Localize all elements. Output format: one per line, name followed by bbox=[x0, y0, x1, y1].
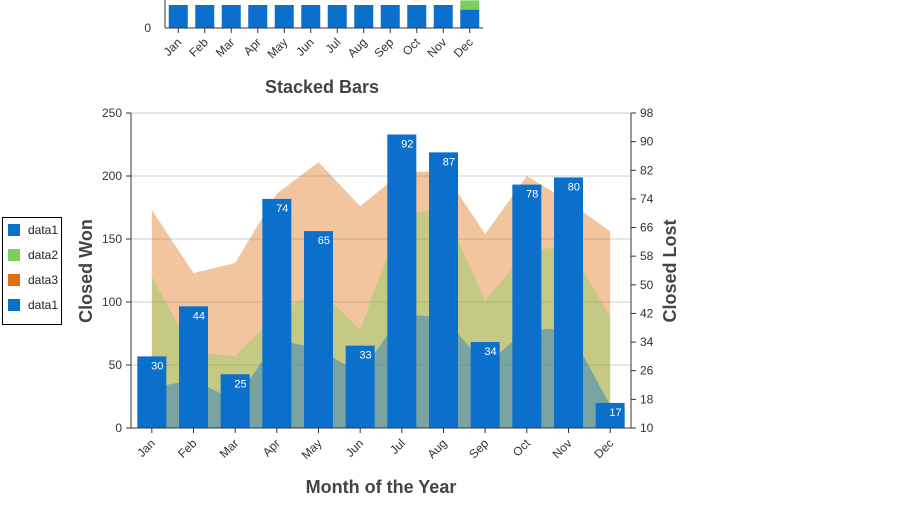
top-chart-bars bbox=[168, 0, 480, 33]
top-x-tick-label: Jan bbox=[161, 35, 185, 59]
y2-tick-label: 74 bbox=[640, 192, 654, 206]
bar-data-label: 25 bbox=[234, 378, 246, 390]
x-tick-label: Jun bbox=[343, 436, 367, 460]
bar-data-label: 87 bbox=[443, 156, 455, 168]
bar-data-label: 74 bbox=[276, 203, 288, 215]
legend-swatch-data1 bbox=[8, 224, 20, 236]
top-x-tick-label: Apr bbox=[241, 35, 264, 58]
bar-series bbox=[137, 134, 625, 428]
bar-may bbox=[304, 231, 333, 428]
x-axis-title: Month of the Year bbox=[306, 477, 457, 497]
top-bar-may-s1 bbox=[274, 5, 294, 28]
bar-oct bbox=[512, 184, 542, 428]
bar-data-label: 17 bbox=[609, 407, 621, 419]
legend-label-data2: data2 bbox=[28, 248, 58, 262]
x-tick-label: May bbox=[299, 436, 325, 462]
x-tick-label: Sep bbox=[466, 436, 491, 461]
top-bar-jul-s1 bbox=[327, 5, 347, 28]
bar-data-label: 44 bbox=[193, 310, 205, 322]
y2-tick-label: 50 bbox=[640, 278, 654, 292]
bar-data-label: 80 bbox=[568, 181, 580, 193]
bar-jul bbox=[387, 134, 417, 428]
bar-data-label: 33 bbox=[359, 350, 371, 362]
x-tick-label: Apr bbox=[260, 436, 283, 459]
x-tick-label: Mar bbox=[217, 436, 242, 461]
y2-tick-label: 66 bbox=[640, 221, 654, 235]
area-series bbox=[151, 162, 611, 428]
y-tick-label: 250 bbox=[102, 106, 122, 120]
bar-apr bbox=[262, 198, 292, 428]
x-tick-label: Dec bbox=[591, 436, 616, 461]
top-bar-jan-s1 bbox=[168, 5, 188, 28]
top-bar-oct-s1 bbox=[407, 5, 427, 28]
top-x-tick-label: Nov bbox=[424, 35, 449, 60]
top-bar-feb-s1 bbox=[195, 5, 215, 28]
y2-tick-label: 18 bbox=[640, 392, 654, 406]
top-x-tick-label: Jul bbox=[323, 35, 344, 56]
legend-swatch-data2 bbox=[8, 249, 20, 261]
y2-axis-title: Closed Lost bbox=[660, 219, 680, 322]
legend-label-data1: data1 bbox=[28, 223, 58, 237]
x-tick-label: Nov bbox=[550, 436, 575, 461]
bar-dec bbox=[595, 402, 625, 428]
y-axis-title: Closed Won bbox=[76, 219, 96, 323]
bar-mar bbox=[220, 374, 250, 428]
bar-feb bbox=[179, 306, 208, 428]
legend-swatch-data1 bbox=[8, 299, 20, 311]
top-bar-apr-s1 bbox=[248, 5, 268, 28]
bar-data-label: 65 bbox=[318, 235, 330, 247]
y-tick-label: 100 bbox=[102, 295, 122, 309]
legend-label-data1: data1 bbox=[28, 298, 58, 312]
gridlines bbox=[131, 112, 631, 366]
y-tick-label: 50 bbox=[109, 358, 123, 372]
legend: data1 data2 data3 data1 bbox=[2, 217, 62, 325]
top-chart-title: Stacked Bars bbox=[265, 77, 379, 97]
x-tick-label: Jul bbox=[387, 436, 408, 457]
bar-jan bbox=[137, 356, 167, 428]
top-bar-aug-s1 bbox=[354, 5, 374, 28]
top-y-tick-label: 0 bbox=[144, 21, 151, 35]
y2-tick-label: 90 bbox=[640, 135, 654, 149]
y-tick-label: 200 bbox=[102, 169, 122, 183]
legend-swatch-data3 bbox=[8, 274, 20, 286]
top-x-tick-label: Feb bbox=[186, 35, 211, 60]
y2-tick-label: 26 bbox=[640, 364, 654, 378]
y2-tick-label: 98 bbox=[640, 106, 654, 120]
x-tick-label: Aug bbox=[425, 436, 450, 461]
top-x-tick-label: Oct bbox=[400, 35, 424, 59]
top-x-tick-label: May bbox=[264, 35, 290, 61]
y2-tick-label: 82 bbox=[640, 163, 654, 177]
bar-data-label: 34 bbox=[484, 346, 496, 358]
bar-data-label: 92 bbox=[401, 138, 413, 150]
top-bar-nov-s1 bbox=[433, 5, 453, 28]
top-bar-dec-s2 bbox=[460, 0, 480, 10]
top-x-tick-label: Dec bbox=[451, 35, 476, 60]
top-bar-dec-s1 bbox=[460, 9, 480, 28]
x-tick-label: Oct bbox=[510, 436, 534, 460]
x-tick-label: Feb bbox=[175, 436, 200, 461]
bar-aug bbox=[429, 152, 458, 428]
y-tick-label: 150 bbox=[102, 232, 122, 246]
bar-nov bbox=[554, 177, 583, 428]
bar-data-label: 30 bbox=[151, 360, 163, 372]
bar-jun bbox=[345, 345, 375, 428]
top-bar-mar-s1 bbox=[221, 5, 241, 28]
y-tick-label: 0 bbox=[115, 421, 122, 435]
y2-tick-label: 58 bbox=[640, 249, 654, 263]
bar-sep bbox=[470, 342, 500, 428]
top-bar-sep-s1 bbox=[380, 5, 400, 28]
top-x-tick-label: Mar bbox=[213, 35, 238, 60]
top-bar-jun-s1 bbox=[301, 5, 321, 28]
x-tick-label: Jan bbox=[134, 436, 158, 460]
bar-data-label: 78 bbox=[526, 189, 538, 201]
y2-tick-label: 42 bbox=[640, 306, 654, 320]
top-x-tick-label: Jun bbox=[293, 35, 317, 59]
legend-label-data3: data3 bbox=[28, 273, 58, 287]
y2-tick-label: 34 bbox=[640, 335, 654, 349]
top-x-tick-label: Sep bbox=[371, 35, 396, 60]
y2-tick-label: 10 bbox=[640, 421, 654, 435]
top-x-tick-label: Aug bbox=[345, 35, 370, 60]
